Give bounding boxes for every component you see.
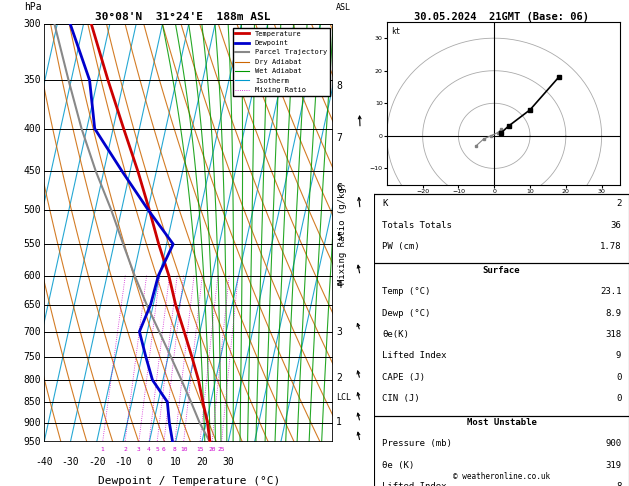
Text: 30: 30 [222, 457, 234, 467]
Text: Mixing Ratio (g/kg): Mixing Ratio (g/kg) [338, 182, 347, 284]
Text: 20: 20 [196, 457, 208, 467]
Text: LCL: LCL [336, 393, 351, 402]
Text: K: K [382, 199, 387, 208]
Text: -10: -10 [114, 457, 131, 467]
Text: Temp (°C): Temp (°C) [382, 287, 430, 296]
Text: 0: 0 [616, 373, 621, 382]
Text: km
ASL: km ASL [336, 0, 351, 12]
Text: 8: 8 [173, 447, 177, 452]
Text: 650: 650 [24, 300, 42, 310]
Text: 800: 800 [24, 375, 42, 385]
Text: 8.9: 8.9 [605, 309, 621, 318]
Text: 6: 6 [162, 447, 166, 452]
Text: 0: 0 [147, 457, 152, 467]
Text: 319: 319 [605, 461, 621, 470]
Text: 2: 2 [336, 373, 342, 382]
Legend: Temperature, Dewpoint, Parcel Trajectory, Dry Adiabat, Wet Adiabat, Isotherm, Mi: Temperature, Dewpoint, Parcel Trajectory… [233, 28, 330, 96]
Text: 4: 4 [336, 280, 342, 290]
Text: 36: 36 [611, 221, 621, 230]
Text: -40: -40 [35, 457, 53, 467]
Text: 900: 900 [605, 439, 621, 449]
Text: 8: 8 [616, 482, 621, 486]
Text: 1: 1 [101, 447, 104, 452]
Text: 10: 10 [170, 457, 181, 467]
Text: 300: 300 [24, 19, 42, 29]
Text: -20: -20 [88, 457, 106, 467]
Text: -30: -30 [62, 457, 79, 467]
Text: 30°08'N  31°24'E  188m ASL: 30°08'N 31°24'E 188m ASL [94, 12, 270, 22]
Text: 6: 6 [336, 183, 342, 193]
Text: 1.78: 1.78 [600, 242, 621, 251]
Text: 850: 850 [24, 397, 42, 407]
Text: 500: 500 [24, 205, 42, 214]
Text: Totals Totals: Totals Totals [382, 221, 452, 230]
Text: CIN (J): CIN (J) [382, 394, 420, 403]
Text: 15: 15 [196, 447, 204, 452]
Text: 700: 700 [24, 327, 42, 336]
Text: 0: 0 [616, 394, 621, 403]
Text: CAPE (J): CAPE (J) [382, 373, 425, 382]
Text: 1: 1 [336, 417, 342, 427]
Text: kt: kt [391, 27, 401, 36]
Text: © weatheronline.co.uk: © weatheronline.co.uk [453, 472, 550, 481]
Text: 318: 318 [605, 330, 621, 339]
Text: Most Unstable: Most Unstable [467, 418, 537, 427]
Text: 550: 550 [24, 239, 42, 249]
Text: hPa: hPa [24, 2, 42, 12]
Text: Lifted Index: Lifted Index [382, 482, 447, 486]
Text: 3: 3 [336, 327, 342, 337]
Text: Pressure (mb): Pressure (mb) [382, 439, 452, 449]
Text: 950: 950 [24, 437, 42, 447]
Text: 2: 2 [123, 447, 127, 452]
Text: 450: 450 [24, 166, 42, 176]
Text: 20: 20 [208, 447, 216, 452]
Text: 7: 7 [336, 133, 342, 143]
Text: 23.1: 23.1 [600, 287, 621, 296]
Text: 350: 350 [24, 75, 42, 85]
Text: 5: 5 [155, 447, 159, 452]
Text: 30.05.2024  21GMT (Base: 06): 30.05.2024 21GMT (Base: 06) [414, 12, 589, 22]
Text: 9: 9 [616, 351, 621, 361]
Text: 600: 600 [24, 271, 42, 280]
Text: 4: 4 [147, 447, 151, 452]
Text: 750: 750 [24, 351, 42, 362]
Text: 900: 900 [24, 417, 42, 428]
Text: 10: 10 [180, 447, 187, 452]
Text: Dewp (°C): Dewp (°C) [382, 309, 430, 318]
Text: 400: 400 [24, 123, 42, 134]
Text: Surface: Surface [483, 266, 520, 275]
Text: 5: 5 [336, 232, 342, 243]
Text: Lifted Index: Lifted Index [382, 351, 447, 361]
Text: 25: 25 [218, 447, 225, 452]
Text: 8: 8 [336, 81, 342, 91]
Text: Dewpoint / Temperature (°C): Dewpoint / Temperature (°C) [97, 476, 280, 486]
Text: θe(K): θe(K) [382, 330, 409, 339]
Text: 2: 2 [616, 199, 621, 208]
Text: θe (K): θe (K) [382, 461, 414, 470]
Text: 3: 3 [137, 447, 141, 452]
Text: PW (cm): PW (cm) [382, 242, 420, 251]
